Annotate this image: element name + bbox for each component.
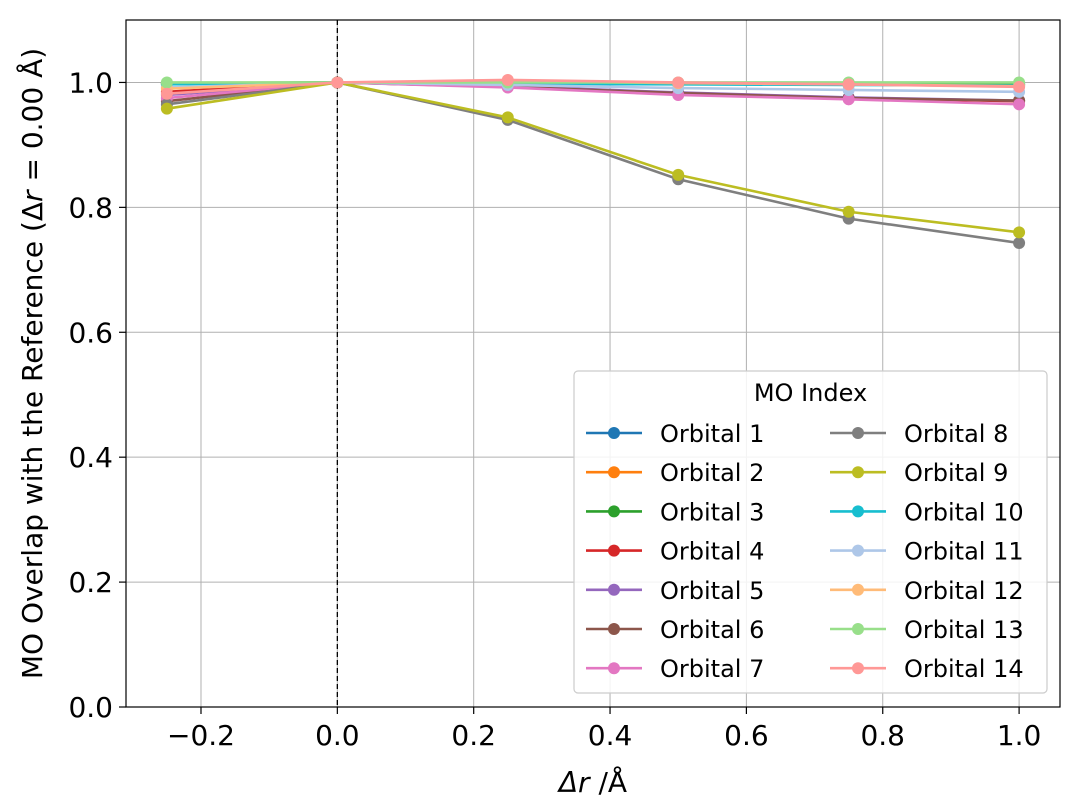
legend-item: Orbital 4 <box>586 538 764 566</box>
x-tick-label: 1.0 <box>997 719 1042 752</box>
data-point <box>672 76 685 89</box>
data-point <box>1013 98 1026 111</box>
y-tick-label: 0.2 <box>68 566 113 599</box>
legend-marker <box>852 623 864 635</box>
data-point <box>1013 226 1026 239</box>
series-line <box>166 81 1020 234</box>
legend-item: Orbital 6 <box>586 616 764 644</box>
legend-label: Orbital 14 <box>904 655 1024 683</box>
x-tick-label: 0.8 <box>860 719 905 752</box>
x-axis-label-unit: /Å <box>590 765 628 799</box>
legend-marker <box>608 662 620 675</box>
y-tick-label: 0.0 <box>68 691 113 724</box>
legend-item: Orbital 11 <box>830 538 1024 566</box>
legend-marker <box>852 662 864 675</box>
legend-item: Orbital 7 <box>586 655 764 683</box>
y-axis-label: MO Overlap with the Reference (Δr = 0.00… <box>15 48 49 679</box>
legend-label: Orbital 1 <box>660 420 764 448</box>
series-orbital-14 <box>160 73 1026 100</box>
legend-item: Orbital 9 <box>830 459 1008 487</box>
legend-item: Orbital 14 <box>830 655 1024 683</box>
series-line <box>166 81 1020 245</box>
legend-marker <box>608 623 620 635</box>
data-point <box>1013 236 1026 249</box>
x-axis-label-symbol: Δr <box>557 766 591 799</box>
data-point <box>160 87 173 100</box>
legend-marker <box>608 583 620 596</box>
legend-title: MO Index <box>754 379 867 407</box>
y-axis-label-prefix: MO Overlap with the Reference (Δ <box>16 202 49 679</box>
legend-marker <box>608 427 620 439</box>
data-point <box>1013 80 1026 93</box>
x-tick-label: −0.2 <box>167 719 235 752</box>
legend-marker <box>852 466 864 479</box>
legend-box <box>573 370 1048 694</box>
plot-frame <box>125 19 1061 708</box>
legend-item: Orbital 13 <box>830 616 1024 644</box>
x-axis-label: Δr /Å <box>557 765 627 799</box>
data-point <box>842 205 855 218</box>
legend-marker <box>852 505 864 518</box>
legend-marker <box>852 427 864 439</box>
series-orbital-8 <box>160 76 1026 249</box>
data-point <box>501 73 514 86</box>
y-tick-label: 1.0 <box>68 66 113 99</box>
data-point <box>842 78 855 91</box>
legend-label: Orbital 5 <box>660 577 764 605</box>
data-point <box>331 76 344 89</box>
legend-label: Orbital 4 <box>660 538 764 566</box>
legend-label: Orbital 9 <box>904 459 1008 487</box>
series-line <box>166 78 1020 95</box>
legend-label: Orbital 2 <box>660 459 764 487</box>
legend-item: Orbital 8 <box>830 420 1008 448</box>
x-tick-label: 0.0 <box>315 719 360 752</box>
legend-label: Orbital 3 <box>660 498 764 526</box>
legend-label: Orbital 7 <box>660 655 764 683</box>
legend-label: Orbital 10 <box>904 498 1024 526</box>
y-axis-label-var: r <box>16 189 49 202</box>
x-tick-label: 0.6 <box>724 719 769 752</box>
series-layer <box>160 73 1026 249</box>
data-point <box>842 93 855 106</box>
y-tick-label: 0.6 <box>68 316 113 349</box>
legend-label: Orbital 11 <box>904 538 1024 566</box>
x-tick-label: 0.4 <box>588 719 633 752</box>
legend-marker <box>608 466 620 479</box>
data-point <box>672 168 685 181</box>
y-tick-label: 0.8 <box>68 191 113 224</box>
y-axis-label-suffix: = 0.00 Å) <box>15 48 49 191</box>
legend-item: Orbital 5 <box>586 577 764 605</box>
data-point <box>501 111 514 124</box>
legend-label: Orbital 12 <box>904 577 1024 605</box>
legend-item: Orbital 10 <box>830 498 1024 526</box>
x-tick-label: 0.2 <box>451 719 496 752</box>
data-point <box>160 102 173 115</box>
legend-item: Orbital 2 <box>586 459 764 487</box>
legend-item: Orbital 3 <box>586 498 764 526</box>
legend-label: Orbital 6 <box>660 616 764 644</box>
tick-layer: −0.2 0.0 0.2 0.4 0.6 0.8 1.0 0.0 0.2 0.4 0.6 0.8 1.0 <box>68 66 1041 752</box>
legend-item: Orbital 1 <box>586 420 764 448</box>
legend-label: Orbital 8 <box>904 420 1008 448</box>
legend-marker <box>852 583 864 596</box>
data-point <box>160 76 173 89</box>
y-tick-label: 0.4 <box>68 441 113 474</box>
legend-item: Orbital 12 <box>830 577 1024 605</box>
legend-marker <box>608 505 620 518</box>
legend-marker <box>852 544 864 557</box>
legend-marker <box>608 544 620 557</box>
legend-label: Orbital 13 <box>904 616 1024 644</box>
legend-items: Orbital 1 Orbital 2 Orbital 3 Orbital 4 Orbi… <box>586 420 1024 683</box>
